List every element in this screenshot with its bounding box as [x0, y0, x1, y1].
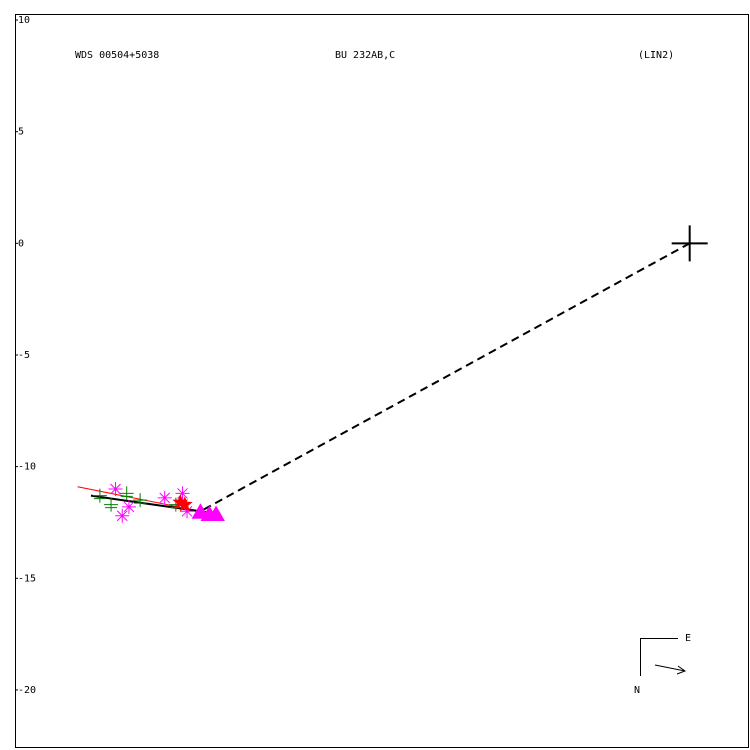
y-tick-label: -15	[18, 573, 36, 584]
data-point	[207, 505, 225, 522]
trend-line	[90, 494, 217, 515]
y-tick-label: 10	[18, 15, 30, 26]
data-point	[115, 508, 130, 523]
data-point	[121, 499, 136, 514]
chart-title: WDS 00504+5038	[75, 50, 159, 61]
data-point	[119, 486, 134, 501]
y-tick-label: 0	[18, 238, 24, 249]
data-point	[180, 504, 195, 519]
trend-line	[199, 242, 691, 513]
data-point	[176, 496, 193, 512]
data-point	[175, 486, 190, 501]
plot-frame	[15, 14, 749, 748]
data-point	[157, 490, 172, 505]
y-tick-label: -20	[18, 685, 36, 696]
annotation: (LIN2)	[638, 50, 674, 61]
compass-east: E	[685, 633, 691, 644]
y-tick-label: -10	[18, 462, 36, 473]
compass	[640, 638, 687, 676]
compass-arrow	[654, 664, 687, 675]
data-point	[108, 481, 123, 496]
y-tick-label: -5	[18, 350, 30, 361]
data-point	[104, 497, 119, 512]
y-tick-label: 5	[18, 127, 24, 138]
primary-star	[671, 225, 708, 262]
data-point	[133, 493, 148, 508]
data-point	[92, 488, 107, 503]
chart-subtitle: BU 232AB,C	[335, 50, 395, 61]
compass-north: N	[634, 685, 640, 696]
